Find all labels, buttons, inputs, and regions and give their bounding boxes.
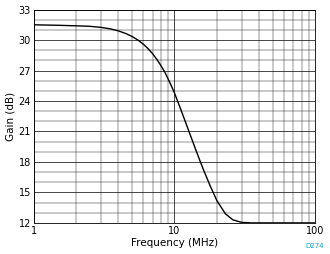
X-axis label: Frequency (MHz): Frequency (MHz) [131, 239, 218, 248]
Text: D274: D274 [305, 243, 323, 249]
Y-axis label: Gain (dB): Gain (dB) [6, 92, 16, 141]
